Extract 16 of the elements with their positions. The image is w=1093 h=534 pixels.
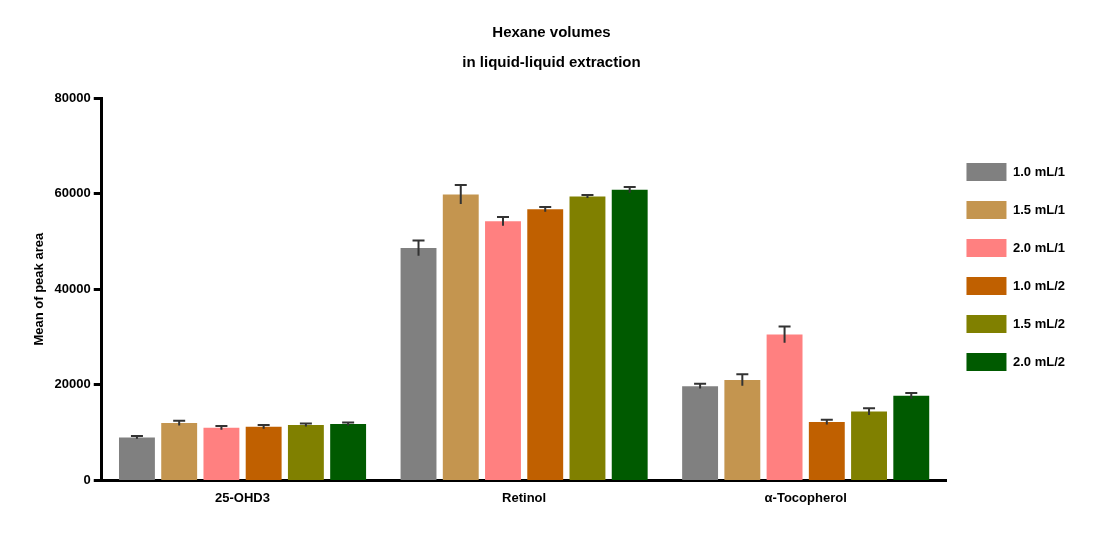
y-tick-label: 60000 [54, 185, 91, 201]
y-tick-label: 40000 [54, 280, 91, 296]
chart-title: Hexane volumes in liquid-liquid extraction [462, 23, 641, 71]
y-tick-label: 20000 [54, 376, 91, 392]
legend-label: 2.0 mL/2 [1012, 353, 1066, 369]
legend-label: 1.5 mL/1 [1012, 201, 1066, 217]
y-axis-title: Mean of peak area [31, 232, 47, 346]
x-tick-label: α-Tocopherol [764, 489, 847, 505]
legend-label: 1.5 mL/2 [1012, 315, 1066, 331]
x-tick-label: 25-OHD3 [215, 489, 270, 505]
legend-label: 1.0 mL/2 [1012, 277, 1066, 293]
legend-label: 2.0 mL/1 [1012, 239, 1066, 255]
x-tick-label: Retinol [502, 489, 547, 505]
y-tick-label: 80000 [54, 89, 91, 105]
y-tick-label: 0 [83, 471, 91, 487]
legend-label: 1.0 mL/1 [1012, 163, 1066, 179]
